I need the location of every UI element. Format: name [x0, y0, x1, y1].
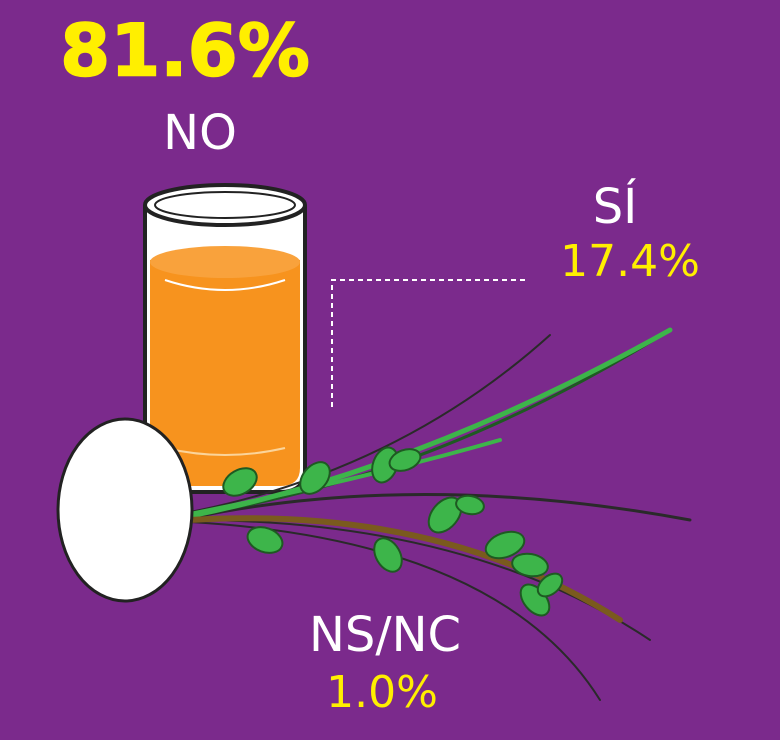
no-value: 81.6% [60, 9, 310, 93]
no-label: NO [163, 105, 237, 161]
egg [58, 419, 192, 601]
infographic: 81.6% NO SÍ 17.4% NS/NC 1.0% [0, 0, 780, 740]
nsnc-label: NS/NC [309, 607, 461, 663]
si-label: SÍ [593, 178, 638, 235]
si-value: 17.4% [560, 236, 700, 287]
nsnc-value: 1.0% [326, 667, 438, 718]
